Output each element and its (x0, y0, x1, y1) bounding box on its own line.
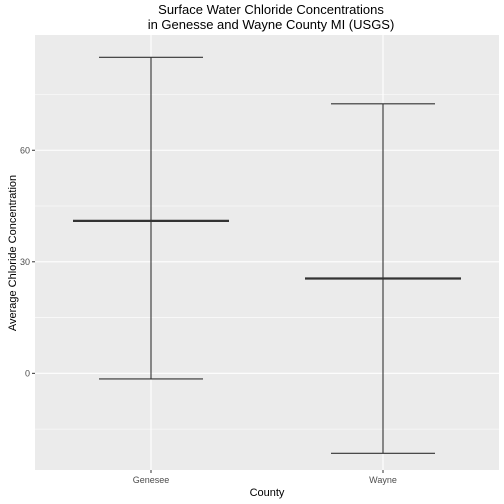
x-axis-title: County (250, 487, 285, 499)
chart-title-line-2: in Genesse and Wayne County MI (USGS) (148, 17, 395, 32)
y-tick-label: 30 (20, 257, 30, 267)
y-axis-title: Average Chloride Concentration (7, 175, 19, 331)
plot-panel (35, 35, 499, 470)
y-tick-label: 0 (25, 368, 30, 378)
y-tick-label: 60 (20, 145, 30, 155)
axes: 0 30 60 Genesee Wayne (20, 145, 397, 485)
x-tick-label-wayne: Wayne (369, 475, 397, 485)
errorbar-marks (73, 56, 461, 454)
minor-gridlines (35, 94, 499, 430)
x-tick-label-genesee: Genesee (133, 475, 170, 485)
chart-title-line-1: Surface Water Chloride Concentrations (158, 2, 384, 17)
